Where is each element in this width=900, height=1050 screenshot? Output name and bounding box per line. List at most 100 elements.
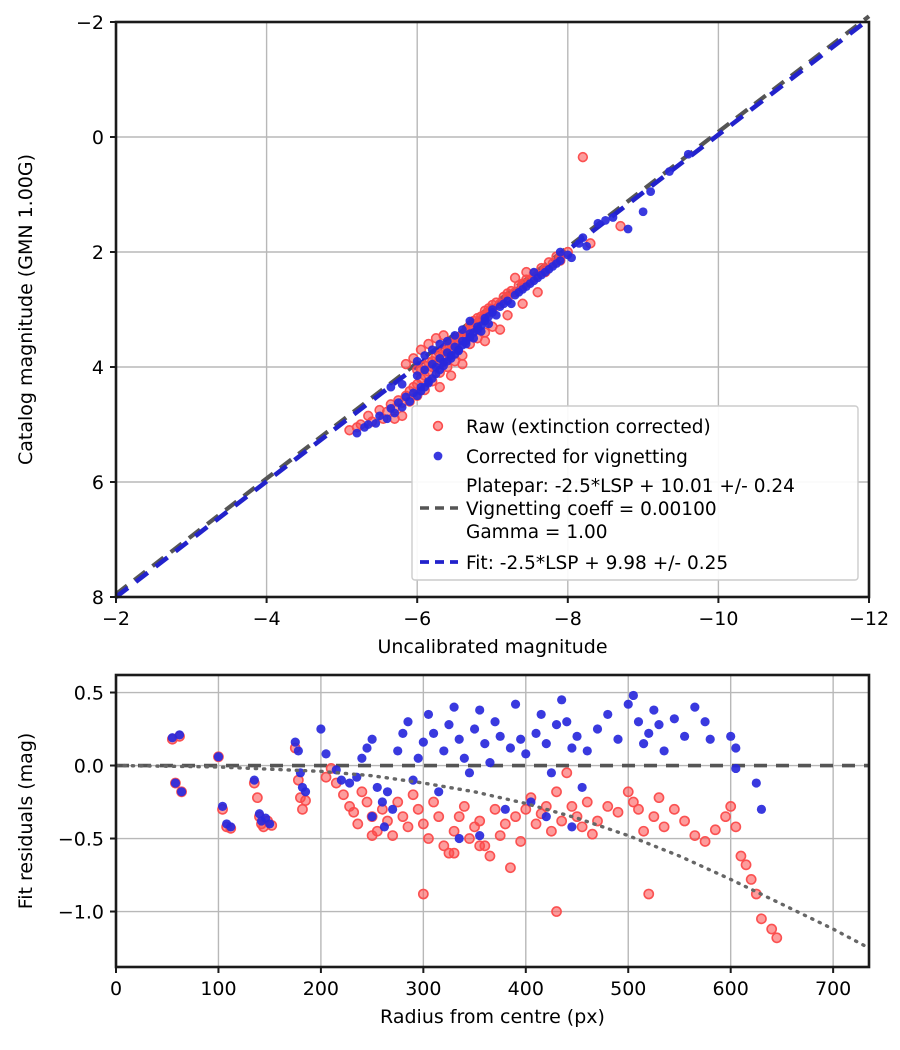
data-point (603, 709, 613, 720)
platepar-line (114, 14, 871, 596)
data-point (402, 821, 414, 833)
data-point (459, 753, 469, 763)
ytick-label-0: −2 (76, 12, 104, 34)
data-point (577, 782, 587, 793)
data-point (735, 850, 747, 862)
data-point (454, 734, 464, 744)
data-point (509, 272, 521, 284)
data-point (363, 420, 373, 429)
data-point (361, 796, 373, 808)
data-point (300, 795, 311, 806)
data-point (561, 767, 573, 779)
data-point (435, 339, 445, 349)
data-point (367, 812, 377, 822)
data-point (679, 731, 690, 741)
top-yaxis-label: Catalog magnitude (GMN 1.00G) (15, 154, 37, 465)
data-point (420, 365, 430, 375)
data-point (433, 811, 445, 823)
data-point (572, 731, 582, 741)
data-point (510, 699, 521, 709)
ytick-label-1: 0 (92, 127, 104, 149)
data-point (567, 822, 577, 832)
data-point (479, 335, 491, 347)
data-point (506, 299, 516, 309)
data-point (453, 811, 465, 823)
legend-marker-raw (432, 420, 444, 432)
data-point (427, 345, 437, 355)
data-point (249, 775, 259, 785)
data-point (771, 932, 783, 944)
data-point (567, 253, 576, 263)
data-point (490, 717, 500, 727)
data-point (362, 743, 372, 753)
data-point (689, 830, 701, 841)
data-point (472, 312, 483, 324)
data-point (464, 833, 475, 844)
data-point (439, 358, 448, 367)
data-point (226, 822, 236, 832)
legend-box (411, 405, 859, 581)
data-point (382, 414, 392, 424)
top-panel: −2 −4 −6 −8 −10 −12 −2 0 2 4 6 8 Uncalibrated magnit… (15, 12, 889, 658)
data-point (382, 787, 393, 797)
series-corrected-points (352, 149, 693, 438)
data-point (403, 717, 413, 727)
data-point (321, 749, 331, 759)
data-point (516, 734, 526, 744)
data-point (725, 801, 737, 812)
data-point (412, 356, 422, 366)
legend: Raw (extinction corrected) Corrected for … (411, 405, 859, 581)
bottom-xtick-label-1: 100 (200, 978, 236, 1000)
data-point (653, 792, 665, 804)
data-point (602, 801, 614, 812)
data-point (582, 746, 592, 756)
legend-label-platepar-1: Platepar: -2.5*LSP + 10.01 +/- 0.24 (466, 476, 795, 497)
data-point (683, 149, 693, 159)
data-point (297, 803, 308, 815)
data-point (176, 787, 187, 797)
data-point (371, 418, 381, 428)
data-point (577, 151, 589, 163)
data-point (562, 717, 572, 727)
data-point (544, 264, 554, 274)
data-point (639, 739, 649, 749)
data-point (387, 830, 399, 841)
data-point (628, 690, 638, 701)
data-point (474, 840, 486, 852)
data-point (622, 786, 634, 798)
ytick-label-2: 2 (92, 242, 104, 264)
data-point (546, 825, 557, 837)
data-point (658, 821, 670, 833)
data-point (454, 346, 464, 356)
bottom-xaxis-label: Radius from centre (px) (380, 1006, 605, 1028)
data-point (627, 796, 639, 808)
data-point (348, 806, 360, 818)
data-point (556, 815, 568, 827)
ytick-label-5: 8 (92, 587, 104, 609)
data-point (720, 811, 731, 823)
data-point (428, 728, 439, 739)
data-point (474, 815, 486, 827)
data-point (555, 247, 565, 257)
data-point (475, 705, 485, 715)
data-point (464, 768, 475, 778)
data-point (576, 821, 588, 833)
data-point (393, 398, 403, 408)
bottom-xtick-label-7: 700 (815, 978, 851, 1000)
data-point (352, 818, 364, 830)
data-point (612, 806, 624, 818)
data-point (338, 789, 349, 801)
data-point (407, 789, 419, 801)
data-point (665, 167, 674, 176)
data-point (726, 731, 736, 741)
data-point (251, 792, 263, 804)
bottom-yaxis-label: Fit residuals (mag) (15, 733, 37, 910)
data-point (485, 758, 495, 768)
data-point (454, 833, 464, 844)
data-point (740, 859, 752, 871)
data-point (357, 753, 367, 763)
data-point (386, 404, 396, 413)
data-point (690, 702, 700, 712)
